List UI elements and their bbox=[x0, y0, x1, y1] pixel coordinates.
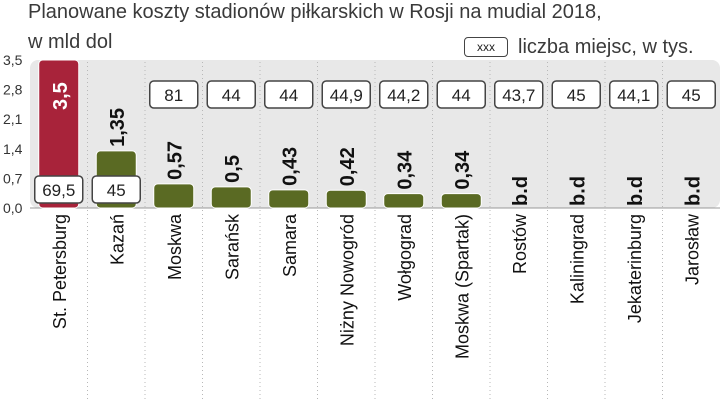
capacity-label: 44 bbox=[452, 86, 471, 105]
capacity-label: 44 bbox=[222, 86, 241, 105]
category-label: Wołgograd bbox=[395, 214, 415, 301]
legend-capacity-box: xxx bbox=[464, 37, 508, 57]
capacity-box bbox=[551, 80, 601, 109]
chart-title-line-2: w mld dol bbox=[28, 31, 113, 53]
bar-value-label: 0,5 bbox=[222, 155, 244, 183]
bar-value-label: b.d bbox=[625, 176, 647, 206]
capacity-label: 44,2 bbox=[387, 86, 420, 105]
bar-value-label: 0,43 bbox=[280, 147, 302, 186]
y-tick-label: 0,0 bbox=[3, 200, 23, 216]
y-tick-label: 2,8 bbox=[3, 82, 23, 98]
legend: xxx liczba miejsc, w tys. bbox=[464, 34, 694, 60]
capacity-box bbox=[666, 80, 716, 109]
capacity-box bbox=[149, 80, 199, 109]
capacity-box bbox=[206, 80, 256, 109]
legend-label: liczba miejsc, w tys. bbox=[518, 35, 694, 58]
bar-value-label: b.d bbox=[682, 176, 704, 206]
bar bbox=[268, 189, 310, 209]
bar-value-label: 0,34 bbox=[395, 150, 417, 190]
y-tick-label: 1,4 bbox=[3, 141, 23, 157]
capacity-box bbox=[609, 80, 659, 109]
capacity-label: 45 bbox=[682, 86, 701, 105]
capacity-box bbox=[34, 175, 84, 204]
capacity-box bbox=[321, 80, 371, 109]
category-label: Samara bbox=[280, 213, 300, 277]
category-label: Jarosław bbox=[682, 213, 702, 285]
bar bbox=[38, 59, 80, 209]
category-label: Rostów bbox=[510, 213, 530, 274]
category-label: St. Petersburg bbox=[50, 214, 70, 329]
bar-value-label: b.d bbox=[510, 176, 532, 206]
bar bbox=[383, 193, 425, 209]
bar-value-label: 1,35 bbox=[107, 108, 129, 147]
chart-title-line-1: Planowane koszty stadionów piłkarskich w… bbox=[28, 1, 602, 23]
bar-value-label: 0,57 bbox=[165, 141, 187, 180]
category-label: Kazań bbox=[107, 214, 127, 265]
capacity-box bbox=[494, 80, 544, 109]
capacity-label: 45 bbox=[567, 86, 586, 105]
y-tick-label: 3,5 bbox=[3, 52, 23, 68]
capacity-label: 44,9 bbox=[330, 86, 363, 105]
capacity-label: 81 bbox=[164, 86, 183, 105]
bar bbox=[325, 189, 367, 209]
category-label: Moskwa (Spartak) bbox=[452, 214, 472, 359]
capacity-label: 43,7 bbox=[502, 86, 535, 105]
capacity-label: 44 bbox=[279, 86, 298, 105]
category-label: Moskwa bbox=[165, 213, 185, 280]
category-label: Sarańsk bbox=[222, 213, 242, 280]
category-label: Niżny Nowogród bbox=[337, 214, 357, 346]
capacity-label: 44,1 bbox=[617, 86, 650, 105]
capacity-box bbox=[91, 175, 141, 204]
capacity-box bbox=[436, 80, 486, 109]
bar bbox=[440, 193, 482, 209]
y-tick-label: 2,1 bbox=[3, 111, 23, 127]
bar-value-label: b.d bbox=[567, 176, 589, 206]
y-tick-label: 0,7 bbox=[3, 170, 23, 186]
category-label: Jekaterinburg bbox=[625, 214, 645, 323]
capacity-box bbox=[379, 80, 429, 109]
capacity-box bbox=[264, 80, 314, 109]
bar-value-label: 0,34 bbox=[452, 150, 474, 190]
capacity-label: 69,5 bbox=[42, 181, 75, 200]
category-label: Kaliningrad bbox=[567, 214, 587, 304]
bar bbox=[153, 183, 195, 209]
bar-value-label: 3,5 bbox=[50, 82, 72, 110]
bar bbox=[210, 186, 252, 209]
capacity-label: 45 bbox=[107, 181, 126, 200]
bar-value-label: 0,42 bbox=[337, 147, 359, 186]
